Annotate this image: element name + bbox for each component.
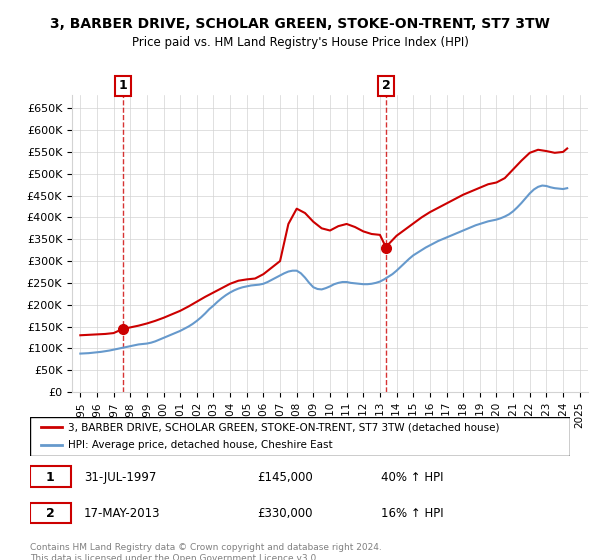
Text: Contains HM Land Registry data © Crown copyright and database right 2024.
This d: Contains HM Land Registry data © Crown c… xyxy=(30,543,382,560)
Text: £330,000: £330,000 xyxy=(257,507,312,520)
Text: 16% ↑ HPI: 16% ↑ HPI xyxy=(381,507,443,520)
Text: 1: 1 xyxy=(46,471,55,484)
Text: 40% ↑ HPI: 40% ↑ HPI xyxy=(381,471,443,484)
Text: 1: 1 xyxy=(119,80,128,92)
FancyBboxPatch shape xyxy=(30,417,570,456)
Text: 3, BARBER DRIVE, SCHOLAR GREEN, STOKE-ON-TRENT, ST7 3TW (detached house): 3, BARBER DRIVE, SCHOLAR GREEN, STOKE-ON… xyxy=(68,422,499,432)
Text: 31-JUL-1997: 31-JUL-1997 xyxy=(84,471,157,484)
Text: 3, BARBER DRIVE, SCHOLAR GREEN, STOKE-ON-TRENT, ST7 3TW: 3, BARBER DRIVE, SCHOLAR GREEN, STOKE-ON… xyxy=(50,17,550,31)
Text: 2: 2 xyxy=(46,507,55,520)
Text: HPI: Average price, detached house, Cheshire East: HPI: Average price, detached house, Ches… xyxy=(68,440,332,450)
Text: 17-MAY-2013: 17-MAY-2013 xyxy=(84,507,161,520)
FancyBboxPatch shape xyxy=(30,503,71,523)
Text: 2: 2 xyxy=(382,80,391,92)
Text: Price paid vs. HM Land Registry's House Price Index (HPI): Price paid vs. HM Land Registry's House … xyxy=(131,36,469,49)
FancyBboxPatch shape xyxy=(30,466,71,487)
Text: £145,000: £145,000 xyxy=(257,471,313,484)
